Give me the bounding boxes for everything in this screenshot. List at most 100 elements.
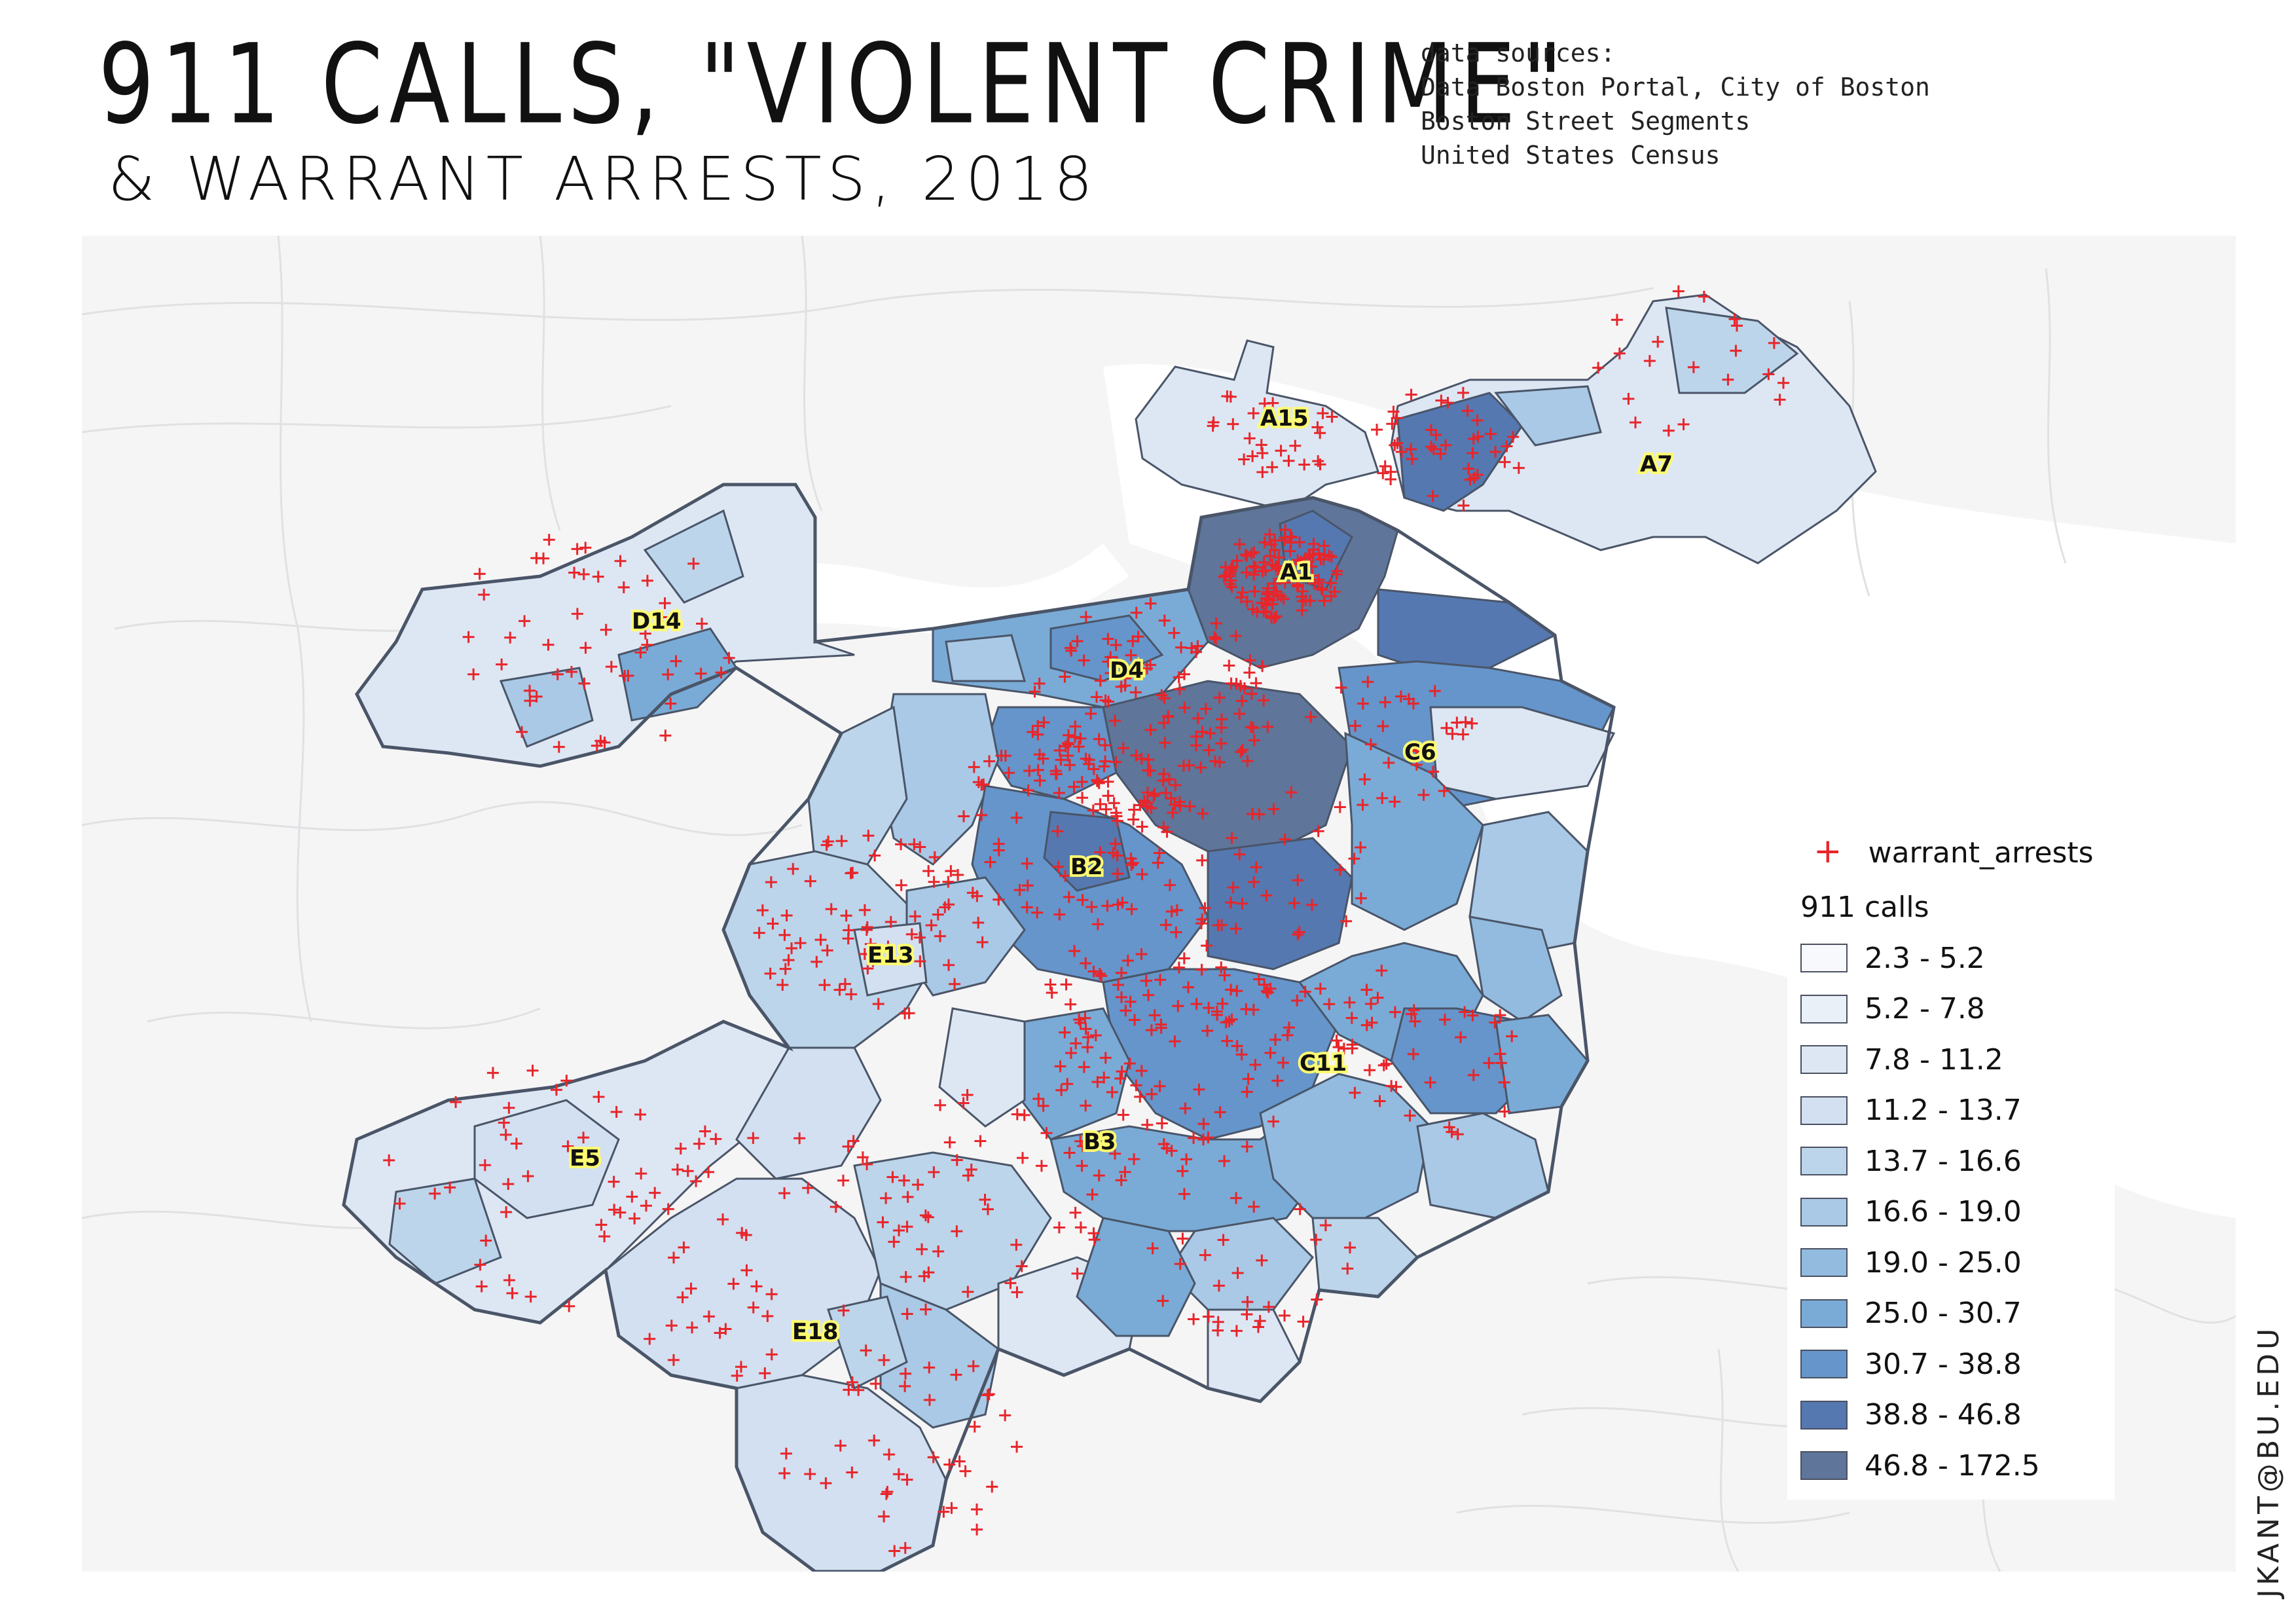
arrest-marker <box>1325 551 1338 563</box>
arrest-marker <box>1101 900 1114 912</box>
arrest-marker <box>1247 603 1259 616</box>
arrest-marker <box>522 1170 534 1183</box>
arrest-marker <box>1021 879 1034 892</box>
arrest-marker <box>1023 765 1036 777</box>
arrest-marker <box>1136 821 1148 833</box>
arrest-marker <box>641 638 653 651</box>
arrest-marker <box>1677 418 1690 431</box>
arrest-marker <box>909 910 921 923</box>
arrest-marker <box>959 1465 972 1477</box>
arrest-marker <box>1102 775 1114 788</box>
arrest-marker <box>1230 630 1242 642</box>
legend-class-row: 7.8 - 11.2 <box>1800 1041 2003 1078</box>
arrest-marker <box>953 1455 966 1467</box>
arrest-marker <box>1273 551 1285 564</box>
arrest-marker <box>1211 1008 1224 1021</box>
arrest-marker <box>965 1163 977 1175</box>
arrest-marker <box>1215 961 1228 974</box>
arrest-marker <box>1119 680 1131 692</box>
arrest-marker <box>1170 926 1182 938</box>
arrest-marker <box>1283 1022 1295 1034</box>
arrest-marker <box>1379 460 1391 473</box>
arrest-marker <box>617 581 630 593</box>
arrest-marker <box>1312 455 1324 468</box>
arrest-marker <box>856 1151 869 1164</box>
arrest-marker <box>1192 640 1204 652</box>
arrest-marker <box>1080 1099 1092 1112</box>
arrest-marker <box>1207 420 1219 432</box>
arrest-marker <box>1218 570 1230 583</box>
arrest-marker <box>727 1278 740 1290</box>
arrest-marker <box>1018 1109 1030 1121</box>
arrest-marker <box>635 1168 647 1180</box>
arrest-marker <box>1085 707 1097 720</box>
arrest-marker <box>1130 1079 1142 1092</box>
arrest-marker <box>1216 997 1229 1010</box>
arrest-marker <box>1264 528 1276 541</box>
arrest-marker <box>945 1502 958 1514</box>
title-block: 911 CALLS, "VIOLENT CRIME" <box>98 26 1569 143</box>
arrest-marker <box>1074 1016 1087 1029</box>
legend-class-label: 13.7 - 16.6 <box>1865 1144 2022 1178</box>
arrest-marker <box>1182 981 1195 993</box>
arrest-marker <box>1037 1099 1049 1112</box>
arrest-marker <box>782 954 795 967</box>
arrest-marker <box>1730 344 1742 357</box>
arrest-marker <box>1506 1030 1518 1043</box>
arrest-marker <box>1179 1102 1192 1115</box>
arrest-marker <box>1253 808 1266 821</box>
arrest-marker <box>1248 546 1260 559</box>
arrest-marker <box>1091 918 1104 931</box>
city-outline <box>342 483 1616 1572</box>
arrest-marker <box>984 856 996 868</box>
arrest-marker <box>1157 1295 1169 1307</box>
arrest-marker <box>735 1361 747 1373</box>
warrant-arrest-markers <box>383 285 1790 1557</box>
arrest-marker <box>900 1367 912 1380</box>
arrest-marker <box>1238 682 1250 694</box>
arrest-marker <box>923 1393 936 1406</box>
arrest-marker <box>908 838 920 851</box>
arrest-marker <box>1260 593 1273 605</box>
district-label: A7 <box>1640 451 1673 477</box>
arrest-marker <box>779 963 792 975</box>
arrest-marker <box>1199 703 1212 715</box>
arrest-marker <box>1076 894 1089 906</box>
arrest-marker <box>1085 900 1098 913</box>
arrest-marker <box>1289 439 1302 452</box>
arrest-marker <box>1108 714 1121 727</box>
arrest-marker <box>1249 561 1262 574</box>
arrest-marker <box>1109 1147 1121 1160</box>
arrest-marker <box>901 1473 913 1486</box>
arrest-marker <box>695 667 707 680</box>
arrest-marker <box>1768 337 1780 349</box>
arrest-marker <box>503 1101 515 1114</box>
arrest-marker <box>503 1274 515 1286</box>
arrest-marker <box>1144 597 1157 610</box>
arrest-marker <box>1385 466 1397 478</box>
arrest-marker <box>1494 1048 1506 1060</box>
arrest-marker <box>1303 551 1315 563</box>
arrest-marker <box>968 761 980 773</box>
arrest-marker <box>1099 1052 1112 1064</box>
arrest-marker <box>1111 868 1123 880</box>
arrest-marker <box>678 1241 690 1253</box>
arrest-marker <box>765 876 777 889</box>
arrest-marker <box>842 932 854 945</box>
arrest-marker <box>1082 758 1095 770</box>
arrest-marker <box>467 668 480 680</box>
arrest-marker <box>858 904 871 916</box>
arrest-marker <box>1364 738 1377 750</box>
arrest-marker <box>1055 1084 1068 1096</box>
arrest-marker <box>1366 1016 1378 1029</box>
arrest-marker <box>1190 646 1202 658</box>
arrest-marker <box>966 887 979 899</box>
arrest-marker <box>1406 452 1419 465</box>
arrest-marker <box>571 543 583 555</box>
arrest-marker <box>1255 439 1267 451</box>
arrest-marker <box>1135 1065 1148 1077</box>
arrest-marker <box>1160 919 1173 931</box>
arrest-marker <box>1231 555 1243 567</box>
arrest-marker <box>1762 368 1775 380</box>
arrest-marker <box>1209 631 1221 644</box>
